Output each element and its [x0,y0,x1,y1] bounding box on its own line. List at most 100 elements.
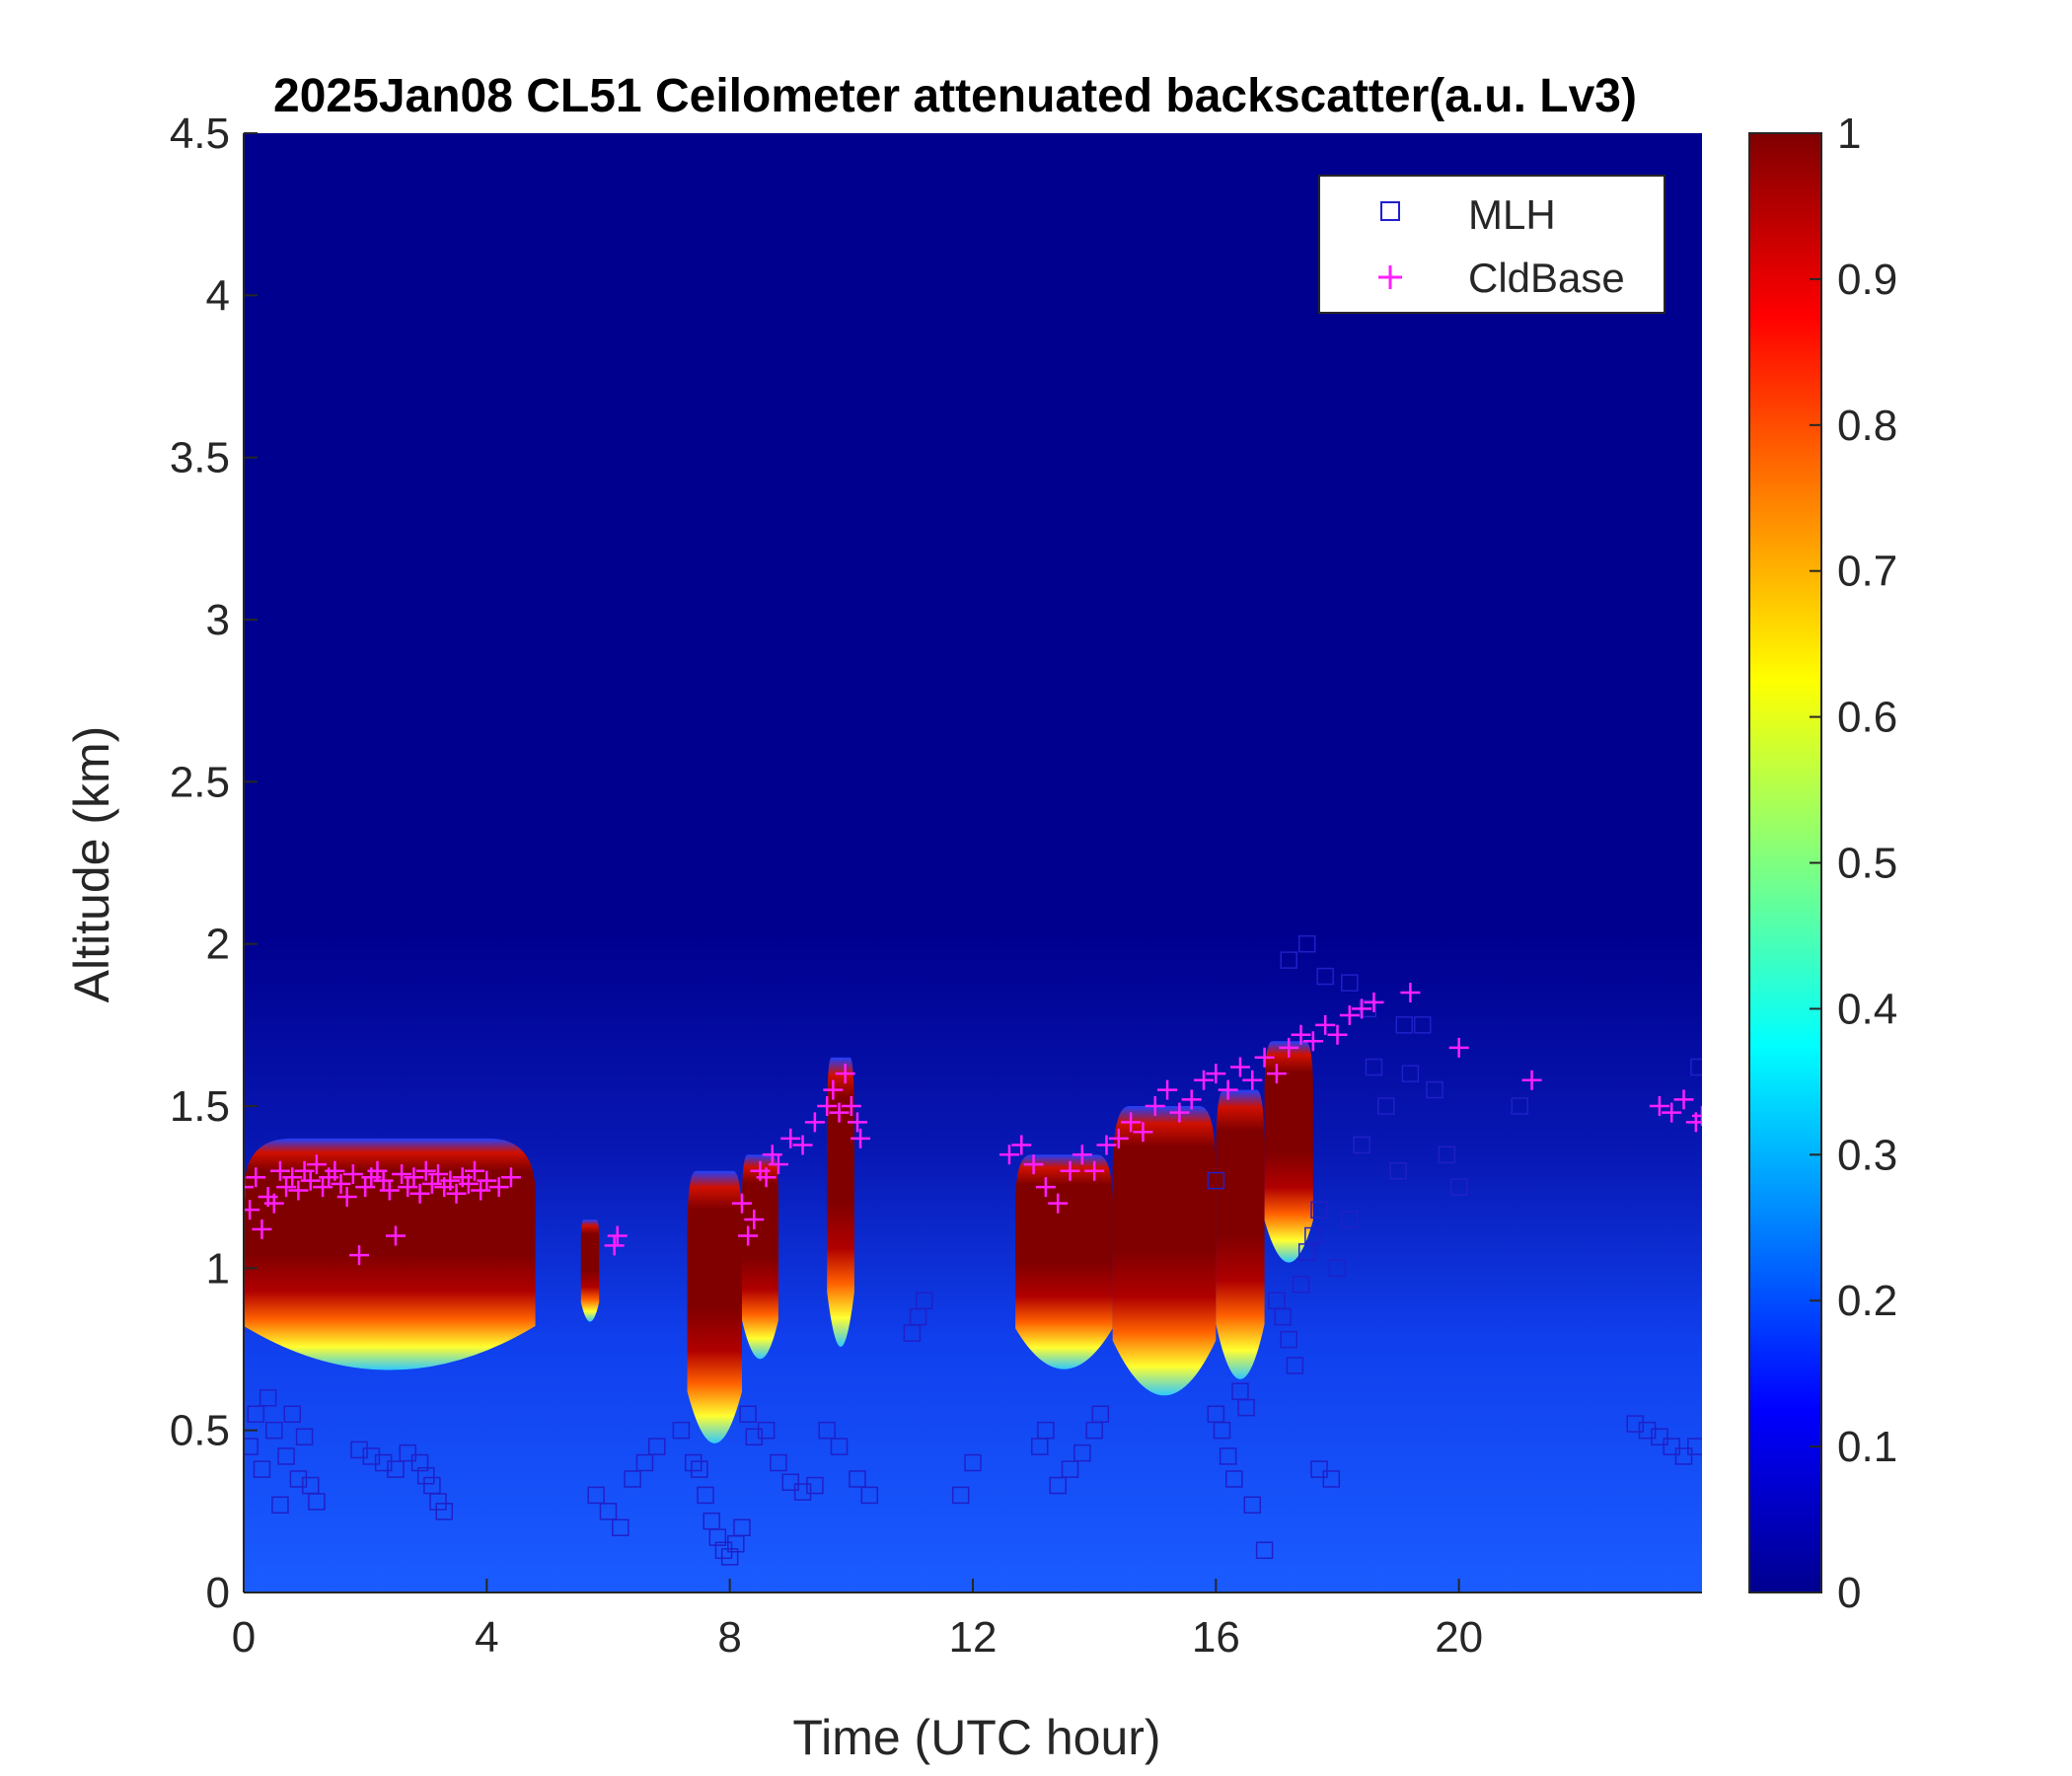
y-tick-label: 2 [206,921,230,969]
y-tick-label: 2.5 [170,758,230,806]
mlh-point [399,1443,417,1462]
mlh-point [1626,1415,1645,1433]
colorbar-tick-label: 0 [1837,1569,1861,1617]
mlh-point [1219,1447,1237,1465]
cldbase-point [1035,1177,1056,1198]
cldbase-point [1096,1135,1117,1155]
mlh-legend-label: MLH [1468,191,1556,238]
mlh-point [374,1453,393,1472]
mlh-point [691,1460,708,1478]
mlh-point [1073,1443,1091,1462]
mlh-point [1377,1097,1395,1115]
cldbase-point [1291,1024,1311,1045]
cldbase-point [792,1135,813,1155]
cldbase-point [1315,1014,1336,1035]
cloud-layer [1264,1041,1313,1263]
cldbase-point [829,1102,850,1123]
mlh-point [1449,1178,1468,1196]
cldbase-point [488,1177,509,1198]
cldbase-point [428,1164,449,1185]
mlh-point [1638,1421,1657,1440]
cldbase-point [817,1096,838,1116]
mlh-point [271,1496,289,1515]
mlh-point [648,1438,666,1455]
mlh-point [253,1460,271,1478]
mlh-point [697,1486,714,1505]
cldbase-point [851,1128,871,1148]
mlh-point [1304,1226,1322,1245]
mlh-point [350,1441,368,1459]
cldbase-point [500,1167,521,1188]
cldbase-point [269,1160,290,1181]
mlh-point [429,1493,447,1511]
mlh-point [244,1438,259,1455]
cldbase-point [1023,1154,1044,1175]
axes: 0 4 8 12 16 20 0 0.5 1 1.5 2 2.5 3 3.5 4 4.5 [170,110,1702,1662]
mlh-point [1395,1016,1413,1034]
cldbase-point [306,1154,327,1175]
cldbase-point [1133,1122,1153,1143]
x-axis-label: Time (UTC hour) [792,1710,1160,1765]
cldbase-point [349,1245,370,1266]
y-tick-label: 1 [206,1244,230,1293]
cldbase-point [300,1170,321,1191]
mlh-point [295,1428,314,1445]
cldbase-point [1060,1160,1080,1181]
cldbase-point [1194,1070,1215,1090]
mlh-point [739,1405,757,1423]
backscatter-background [244,133,1702,1592]
cldbase-point [1448,1037,1469,1058]
colorbar-ticks: 0 0.1 0.2 0.3 0.4 0.5 0.6 0.7 0.8 0.9 1 [1810,110,1897,1617]
cldbase-point [1181,1089,1202,1110]
cldbase-point [1339,1004,1360,1025]
cldbase-point [1254,1047,1275,1068]
mlh-point [1413,1016,1432,1034]
mlh-point [708,1528,727,1546]
mlh-point [624,1470,641,1488]
chart-title: 2025Jan08 CL51 Ceilometer attenuated bac… [273,70,1637,122]
mlh-point [635,1453,654,1472]
cldbase-point [756,1167,777,1188]
mlh-point [283,1405,302,1423]
mlh-point [362,1447,381,1465]
cldbase-point [325,1160,345,1181]
cldbase-point [1400,982,1421,1002]
mlh-point [745,1428,764,1445]
mlh-point [1255,1541,1274,1560]
mlh-point [1389,1161,1407,1180]
mlh-point [1353,1136,1370,1154]
cldbase-point [1692,1105,1702,1126]
mlh-point [1274,1307,1292,1326]
mlh-point [1316,967,1334,986]
cldbase-point [1364,992,1384,1012]
mlh-point [1651,1428,1668,1445]
cldbase-point [1521,1070,1542,1090]
y-tick-label: 1.5 [170,1082,230,1131]
cldbase-point [1169,1102,1190,1123]
mlh-point [1286,1357,1304,1374]
cldbase-point [1673,1089,1694,1110]
mlh-point [818,1421,836,1440]
cldbase-point [1011,1135,1032,1155]
mlh-point [951,1486,970,1505]
cldbase-point [1327,1024,1348,1045]
mlh-point [1341,974,1359,992]
cldbase-point [1072,1145,1092,1165]
cldbase-legend-marker [1378,265,1402,289]
cldbase-point [252,1219,272,1239]
cldbase-point [1279,1037,1299,1058]
cldbase-point [1266,1064,1287,1084]
x-tick-label: 8 [717,1613,741,1662]
cloud-layer [1015,1154,1113,1369]
mlh-point [1322,1470,1341,1488]
y-tick-label: 0 [206,1569,230,1617]
cloud-layer [827,1057,854,1348]
cldbase-point [440,1170,461,1191]
mlh-point [793,1483,812,1501]
cloud-layer [244,1138,536,1370]
cldbase-point [1649,1096,1669,1116]
y-tick-label: 0.5 [170,1407,230,1455]
cldbase-point [458,1173,479,1194]
cldbase-point [477,1170,497,1191]
